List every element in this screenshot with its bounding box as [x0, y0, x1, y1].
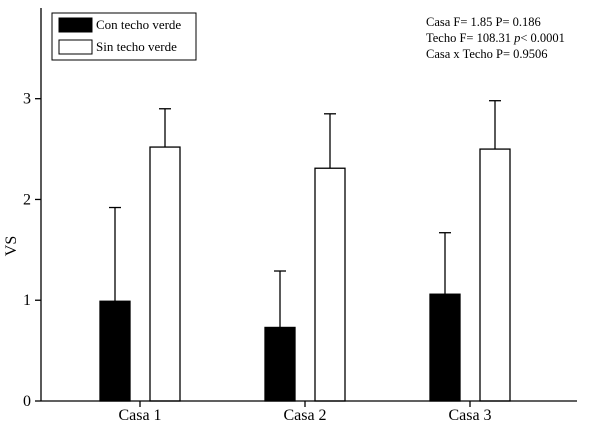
legend-label-con-techo-verde: Con techo verde: [96, 17, 181, 32]
stats-line-interaction: Casa x Techo P= 0.9506: [426, 47, 548, 61]
bar: [149, 146, 181, 402]
x-tick-label: Casa 3: [448, 407, 491, 424]
y-tick-label: 3: [23, 91, 31, 108]
stats-annotation: Casa F= 1.85 P= 0.186 Techo F= 108.31 p<…: [426, 15, 565, 61]
bar: [264, 326, 296, 402]
y-tick-label: 0: [23, 393, 31, 410]
stats-line-techo: Techo F= 108.31 p< 0.0001: [426, 31, 565, 45]
bar: [99, 300, 131, 402]
x-tick-label: Casa 2: [283, 407, 326, 424]
y-axis-title: VS: [3, 236, 20, 256]
legend-label-sin-techo-verde: Sin techo verde: [96, 39, 177, 54]
bar: [429, 293, 461, 402]
legend-swatch-con-techo-verde: [58, 17, 93, 33]
axes-layer: [40, 8, 577, 402]
y-tick-label: 2: [23, 191, 31, 208]
legend-swatch-sin-techo-verde: [58, 39, 93, 55]
bar: [479, 148, 511, 402]
x-tick-label: Casa 1: [118, 407, 161, 424]
stats-line-casa: Casa F= 1.85 P= 0.186: [426, 15, 541, 29]
bars-layer: [99, 100, 511, 402]
legend: Con techo verde Sin techo verde: [51, 12, 197, 61]
ticks-layer: 0 1 2 3 Casa 1 Casa 2 Casa 3: [23, 91, 492, 424]
bar: [314, 167, 346, 402]
y-tick-label: 1: [23, 292, 31, 309]
